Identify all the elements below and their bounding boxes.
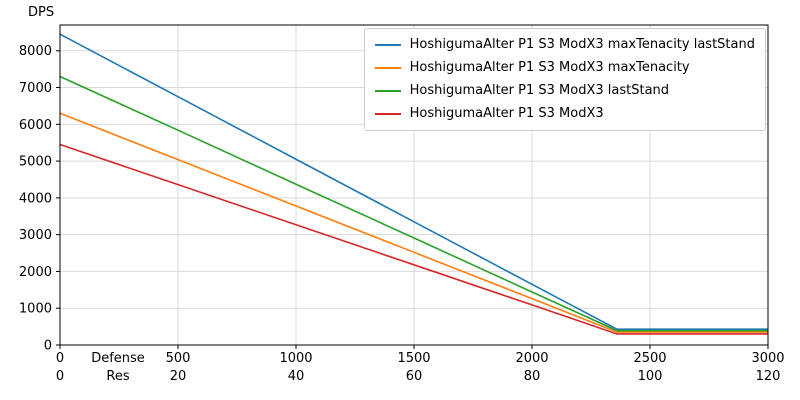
x-tick-label: 0	[56, 369, 64, 384]
legend-label: HoshigumaAlter P1 S3 ModX3 maxTenacity l…	[409, 37, 755, 52]
legend-item: HoshigumaAlter P1 S3 ModX3 maxTenacity	[374, 60, 755, 76]
legend-line-swatch	[374, 113, 401, 115]
legend-line-swatch	[374, 44, 401, 46]
legend-item: HoshigumaAlter P1 S3 ModX3 maxTenacity l…	[374, 37, 755, 53]
y-tick-label: 3000	[19, 228, 52, 243]
data-line	[59, 143, 768, 335]
legend-item: HoshigumaAlter P1 S3 ModX3 lastStand	[374, 83, 755, 99]
x-tick-label: 40	[288, 369, 305, 384]
legend-label: HoshigumaAlter P1 S3 ModX3 lastStand	[409, 83, 670, 98]
legend-item: HoshigumaAlter P1 S3 ModX3	[374, 106, 755, 122]
y-tick-label: 2000	[19, 265, 52, 280]
y-tick-label: 1000	[19, 302, 52, 317]
y-axis-name: DPS	[28, 5, 54, 20]
x-tick-label: 0	[56, 351, 64, 366]
y-tick-label: 5000	[19, 155, 52, 170]
y-tick-label: 0	[44, 339, 52, 354]
x-tick-label: 120	[756, 369, 781, 384]
x-tick-label: 2000	[515, 351, 548, 366]
x-tick-label: 3000	[751, 351, 784, 366]
y-tick-label: 4000	[19, 191, 52, 206]
x-axis-name: Defense	[91, 351, 145, 366]
x-tick-label: 60	[406, 369, 423, 384]
x-tick-label: 500	[166, 351, 191, 366]
y-tick-label: 7000	[19, 81, 52, 96]
data-line	[59, 75, 768, 332]
y-tick-label: 6000	[19, 118, 52, 133]
x-tick-label: 1000	[279, 351, 312, 366]
data-line	[59, 112, 768, 333]
x-tick-label: 80	[524, 369, 541, 384]
x-tick-label: 1500	[397, 351, 430, 366]
data-line	[59, 33, 768, 330]
x-tick-label: 2500	[633, 351, 666, 366]
x-tick-label: 20	[170, 369, 187, 384]
legend-label: HoshigumaAlter P1 S3 ModX3	[409, 106, 604, 121]
legend-line-swatch	[374, 67, 401, 69]
legend-label: HoshigumaAlter P1 S3 ModX3 maxTenacity	[409, 60, 690, 75]
chart-legend: HoshigumaAlter P1 S3 ModX3 maxTenacity l…	[363, 28, 766, 131]
legend-line-swatch	[374, 90, 401, 92]
y-tick-label: 8000	[19, 44, 52, 59]
x-tick-label: 100	[638, 369, 663, 384]
x-axis-name: Res	[106, 369, 129, 384]
